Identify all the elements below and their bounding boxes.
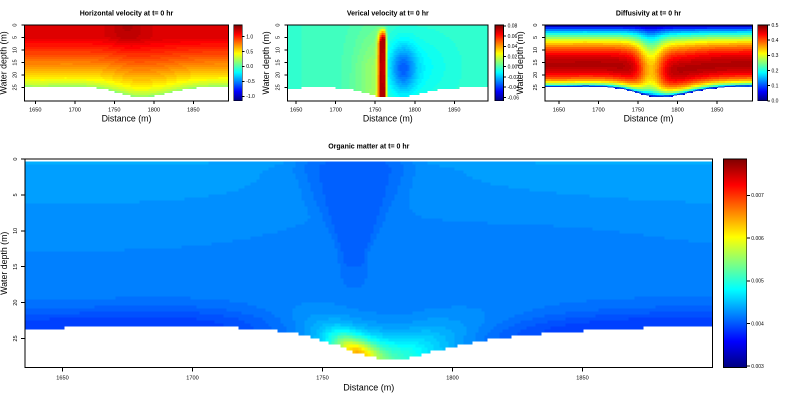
svg-text:Diffusivity at t= 0 hr: Diffusivity at t= 0 hr [616,11,681,18]
svg-text:0.3: 0.3 [772,53,779,59]
svg-text:10: 10 [13,228,19,234]
svg-text:5: 5 [13,36,19,39]
svg-text:0.5: 0.5 [246,49,253,55]
svg-text:1700: 1700 [69,107,81,113]
svg-text:Distance (m): Distance (m) [363,114,413,124]
svg-text:1850: 1850 [576,376,588,382]
svg-text:1750: 1750 [316,376,328,382]
svg-text:0.004: 0.004 [751,321,764,327]
svg-text:0.0: 0.0 [772,99,779,105]
svg-text:0.003: 0.003 [751,364,764,370]
svg-text:15: 15 [275,59,281,65]
svg-text:0.006: 0.006 [751,236,764,242]
svg-text:-0.5: -0.5 [246,79,255,85]
svg-text:0.2: 0.2 [772,68,779,74]
svg-text:1750: 1750 [632,107,644,113]
svg-text:15: 15 [533,59,539,65]
svg-text:25: 25 [13,335,19,341]
svg-text:Horizontal velocity at t= 0 hr: Horizontal velocity at t= 0 hr [80,11,174,18]
svg-text:15: 15 [13,264,19,270]
svg-text:0.1: 0.1 [772,84,779,90]
svg-text:1700: 1700 [186,376,198,382]
svg-text:1700: 1700 [592,107,604,113]
svg-text:Distance (m): Distance (m) [624,114,674,124]
svg-text:1750: 1750 [369,107,381,113]
svg-text:Verical velocity at t= 0 hr: Verical velocity at t= 0 hr [347,11,429,18]
svg-text:0: 0 [13,23,19,26]
svg-text:10: 10 [13,47,19,53]
svg-text:1800: 1800 [671,107,683,113]
svg-text:-1.0: -1.0 [246,94,255,100]
svg-text:-0.04: -0.04 [508,85,520,91]
svg-text:-0.06: -0.06 [508,95,520,101]
svg-text:0: 0 [533,23,539,26]
svg-text:1650: 1650 [29,107,41,113]
svg-text:Distance (m): Distance (m) [102,114,152,124]
svg-text:0.02: 0.02 [508,54,518,60]
svg-text:1650: 1650 [290,107,302,113]
svg-text:25: 25 [276,84,282,90]
svg-text:1800: 1800 [446,376,458,382]
svg-text:1700: 1700 [329,107,341,113]
svg-text:5: 5 [13,193,19,196]
svg-text:Water depth (m): Water depth (m) [0,31,9,94]
svg-text:1.0: 1.0 [246,34,253,40]
svg-text:0.0: 0.0 [246,64,253,70]
svg-text:0.00: 0.00 [508,65,518,71]
svg-text:20: 20 [533,72,539,78]
svg-text:Water depth (m): Water depth (m) [0,232,9,295]
svg-text:25: 25 [533,84,539,90]
svg-text:15: 15 [12,59,18,65]
svg-text:5: 5 [276,36,282,39]
svg-text:1800: 1800 [148,107,160,113]
svg-text:20: 20 [13,299,19,305]
svg-text:Water depth (m): Water depth (m) [515,31,525,94]
svg-text:1750: 1750 [108,107,120,113]
svg-text:5: 5 [533,36,539,39]
svg-text:0.5: 0.5 [772,23,779,29]
svg-text:0.06: 0.06 [508,34,518,40]
svg-text:1850: 1850 [448,107,460,113]
svg-text:1800: 1800 [409,107,421,113]
svg-text:10: 10 [533,47,539,53]
svg-text:20: 20 [275,72,281,78]
svg-text:Distance (m): Distance (m) [343,383,394,393]
svg-text:20: 20 [12,72,18,78]
svg-text:1850: 1850 [711,107,723,113]
svg-text:Organic matter at t= 0 hr: Organic matter at t= 0 hr [328,144,409,151]
svg-text:0.4: 0.4 [772,38,779,44]
svg-text:25: 25 [13,84,19,90]
svg-text:10: 10 [276,47,282,53]
svg-text:Water depth (m): Water depth (m) [261,31,271,94]
svg-text:-0.02: -0.02 [508,75,520,81]
svg-text:0.005: 0.005 [751,279,764,285]
svg-text:0.08: 0.08 [508,24,518,30]
svg-text:1650: 1650 [56,376,68,382]
svg-text:1850: 1850 [187,107,199,113]
svg-text:0.04: 0.04 [508,44,518,50]
svg-text:0: 0 [13,157,19,160]
svg-text:0.007: 0.007 [751,193,764,199]
svg-text:1650: 1650 [553,107,565,113]
svg-text:0: 0 [276,23,282,26]
